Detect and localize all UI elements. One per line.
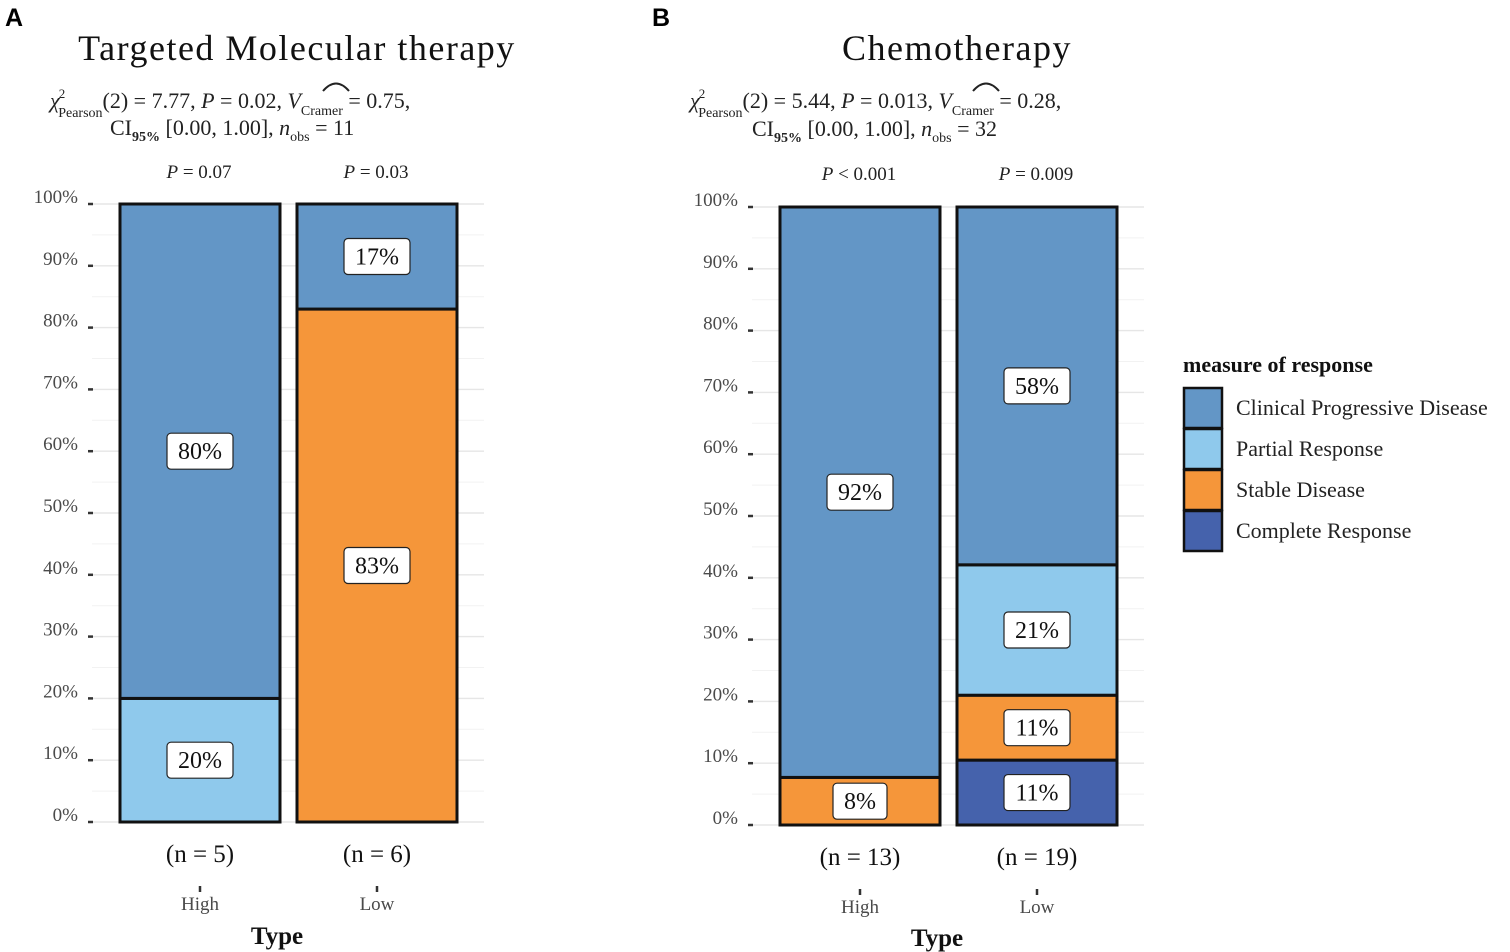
bar-p-value: P < 0.001 (821, 164, 897, 185)
legend: measure of response Clinical Progressive … (1182, 352, 1488, 553)
data-label-box (166, 741, 234, 779)
x-axis-label: Type (911, 925, 963, 952)
data-label: 80% (178, 439, 222, 465)
data-label: 8% (844, 789, 876, 815)
x-tick-label: High (841, 897, 880, 918)
y-tick-label: 50% (43, 496, 78, 517)
legend-swatch (1182, 509, 1224, 553)
y-tick-label: 90% (43, 249, 78, 270)
panel-letter: A (5, 4, 23, 32)
y-tick-label: 80% (43, 311, 78, 332)
y-tick-label: 60% (43, 434, 78, 455)
data-label: 83% (355, 554, 399, 580)
y-tick-label: 10% (703, 746, 738, 767)
legend-label: Clinical Progressive Disease (1236, 395, 1488, 420)
bar-p-value: P = 0.03 (342, 162, 408, 183)
y-tick-label: 90% (703, 252, 738, 273)
bar-p-value: P = 0.009 (998, 164, 1074, 185)
bar-p-value: P = 0.07 (165, 162, 231, 183)
y-tick-label: 0% (53, 805, 79, 826)
y-tick-label: 30% (703, 623, 738, 644)
data-label-box (1003, 611, 1071, 649)
n-label: (n = 19) (997, 844, 1078, 871)
subtitle-stats: χ2 Pearson(2) = 7.77, P = 0.02, VCramer =… (48, 86, 410, 121)
y-tick-label: 100% (694, 190, 739, 211)
panel-letter: B (652, 4, 670, 32)
n-label: (n = 13) (820, 844, 901, 871)
data-label-box (832, 782, 888, 820)
y-tick-label: 40% (703, 561, 738, 582)
data-label-box (166, 432, 234, 470)
hat-mark (972, 82, 1000, 92)
chart-title: Chemotherapy (842, 28, 1072, 68)
legend-swatch (1182, 427, 1224, 471)
y-tick-label: 60% (703, 437, 738, 458)
chart-title: Targeted Molecular therapy (78, 28, 516, 68)
data-label-box (826, 473, 894, 511)
y-tick-label: 70% (43, 372, 78, 393)
data-label-box (1003, 367, 1071, 405)
x-tick-label: Low (360, 894, 395, 915)
data-label: 92% (838, 480, 882, 506)
hat-mark (322, 82, 350, 92)
subtitle-ci: CI95% [0.00, 1.00], nobs = 11 (110, 115, 354, 145)
n-label: (n = 6) (343, 841, 411, 868)
subtitle-stats: χ2 Pearson(2) = 5.44, P = 0.013, VCramer … (688, 86, 1061, 121)
data-label-box (1003, 773, 1071, 812)
panel-a: A Targeted Molecular therapy χ2 Pearson(2) … (5, 4, 516, 950)
data-label: 21% (1015, 618, 1059, 644)
legend-swatch (1182, 386, 1224, 430)
y-tick-label: 20% (703, 684, 738, 705)
legend-swatch (1182, 468, 1224, 512)
data-label: 17% (355, 245, 399, 271)
data-label: 11% (1015, 716, 1058, 742)
y-tick-label: 70% (703, 375, 738, 396)
n-label: (n = 5) (166, 841, 234, 868)
data-label-box (1003, 709, 1071, 747)
data-label: 20% (178, 748, 222, 774)
x-tick-label: High (181, 894, 220, 915)
legend-title: measure of response (1183, 352, 1373, 377)
x-tick-label: Low (1020, 897, 1055, 918)
y-tick-label: 30% (43, 620, 78, 641)
data-label-box (343, 237, 411, 276)
x-axis-label: Type (251, 923, 303, 950)
legend-label: Partial Response (1236, 436, 1383, 461)
y-tick-label: 100% (34, 187, 79, 208)
y-tick-label: 50% (703, 499, 738, 520)
y-tick-label: 40% (43, 558, 78, 579)
y-tick-label: 10% (43, 743, 78, 764)
data-label: 58% (1015, 374, 1059, 400)
legend-label: Complete Response (1236, 518, 1411, 543)
y-tick-label: 80% (703, 314, 738, 335)
data-label: 11% (1015, 781, 1058, 807)
y-tick-label: 0% (713, 808, 739, 829)
legend-label: Stable Disease (1236, 477, 1365, 502)
panel-b: B Chemotherapy χ2 Pearson(2) = 5.44, P = 0.… (652, 4, 1144, 952)
subtitle-ci: CI95% [0.00, 1.00], nobs = 32 (752, 116, 997, 146)
y-tick-label: 20% (43, 681, 78, 702)
data-label-box (343, 546, 411, 585)
